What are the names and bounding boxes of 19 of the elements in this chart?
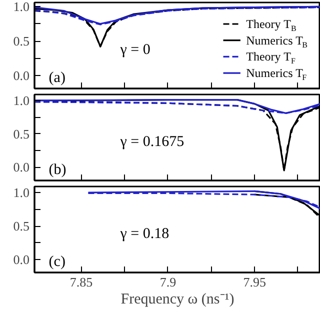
annotation: γ = 0	[119, 42, 150, 58]
y-tick-label: 0.0	[13, 252, 30, 268]
x-axis-title: Frequency ω (ns⁻¹)	[120, 292, 234, 308]
annotation: (b)	[48, 162, 66, 178]
x-tick-label: 7.85	[70, 274, 93, 290]
y-tick-label: 0.0	[13, 160, 30, 175]
x-tick-label: 7.95	[243, 274, 266, 290]
y-tick-label: 0.5	[13, 34, 30, 49]
annotation: γ = 0.18	[119, 226, 170, 242]
y-tick-label: 0.5	[13, 218, 30, 234]
annotation: (c)	[48, 254, 66, 270]
y-tick-label: 0.5	[13, 126, 30, 142]
y-tick-label: 1.0	[13, 0, 30, 14]
y-tick-label: 0.0	[13, 68, 30, 83]
y-tick-label: 1.0	[13, 93, 30, 108]
annotation: γ = 0.1675	[119, 134, 184, 150]
y-tick-label: 1.0	[13, 185, 30, 200]
annotation: (a)	[48, 70, 66, 86]
x-tick-label: 7.9	[160, 274, 176, 290]
